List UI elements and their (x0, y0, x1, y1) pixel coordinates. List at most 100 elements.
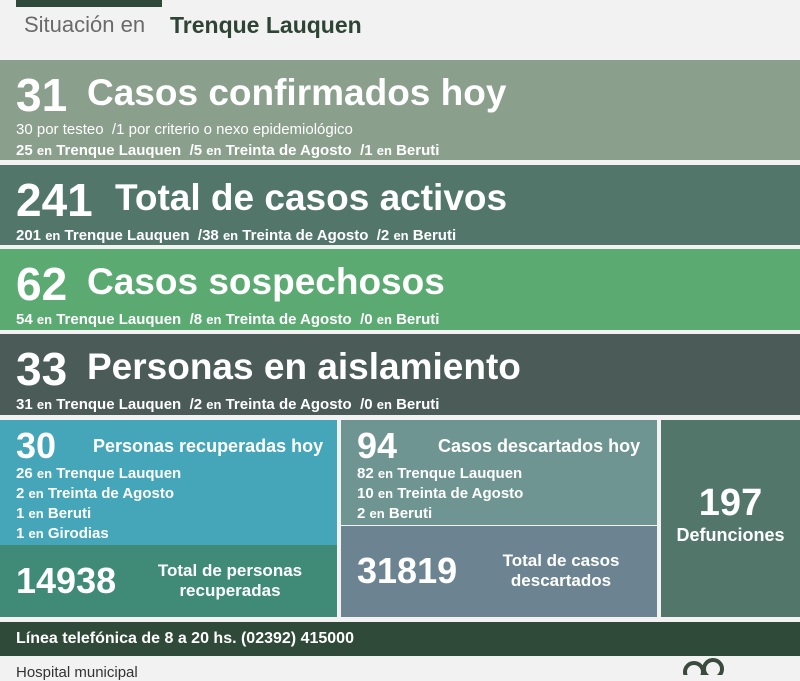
suspected-number: 62 (16, 258, 68, 310)
recovered-item: 2 en Treinta de Agosto (16, 486, 174, 501)
confirmed-criteria-label: por criterio o nexo epidemiológico (128, 121, 353, 138)
place-count: 2 (16, 485, 25, 502)
place-count: 10 (357, 485, 374, 502)
place-count: /0 (360, 311, 373, 328)
recovered-number: 30 (16, 425, 57, 466)
en-word: en (36, 312, 53, 327)
recovered-item: 26 en Trenque Lauquen (16, 466, 181, 481)
place-name: Treinta de Agosto (225, 142, 352, 159)
place-name: Trenque Lauquen (56, 311, 182, 328)
place-count: /1 (360, 142, 373, 159)
en-word: en (45, 228, 61, 243)
en-word: en (222, 228, 239, 243)
discarded-box: 94 Casos descartados hoy 82 en Trenque L… (341, 420, 657, 525)
place-name: Beruti (396, 396, 440, 413)
en-word: en (36, 466, 53, 481)
top-accent-bar (16, 0, 162, 7)
recovered-item: 1 en Girodias (16, 526, 109, 541)
place-count: 1 (16, 525, 25, 542)
en-word: en (28, 506, 44, 521)
deaths-box: 197 Defunciones (661, 420, 800, 617)
en-word: en (393, 228, 409, 243)
en-word: en (206, 397, 222, 412)
recovered-total-box: 14938 Total de personas recuperadas (0, 545, 337, 617)
place-name: Trenque Lauquen (56, 142, 182, 159)
place-name: Treinta de Agosto (242, 227, 369, 244)
en-word: en (206, 312, 222, 327)
recovered-total-number: 14938 (16, 560, 117, 601)
place-name: Beruti (412, 227, 457, 244)
active-title: Total de casos activos (115, 177, 508, 218)
phone-footer: Línea telefónica de 8 a 20 hs. (02392) 4… (0, 622, 800, 656)
active-breakdown: 201 en Trenque Lauquen /38 en Treinta de… (16, 228, 456, 243)
place-count: /2 (376, 227, 390, 244)
place-count: 26 (16, 465, 33, 482)
hospital-label: Hospital municipal (16, 664, 138, 681)
place-name: Girodias (47, 525, 109, 542)
confirmed-number: 31 (16, 69, 68, 121)
discarded-item: 10 en Treinta de Agosto (357, 486, 523, 501)
recovered-total-label: Total de personas recuperadas (140, 561, 320, 601)
active-band: 241 Total de casos activos 201 en Trenqu… (0, 165, 800, 245)
en-word: en (36, 143, 53, 158)
confirmed-title: Casos confirmados hoy (87, 72, 507, 113)
en-word: en (206, 143, 222, 158)
place-count: 1 (16, 505, 25, 522)
en-word: en (376, 312, 392, 327)
header-prefix: Situación en (24, 12, 146, 37)
en-word: en (376, 397, 392, 412)
discarded-item: 2 en Beruti (357, 506, 432, 521)
place-name: Treinta de Agosto (47, 485, 174, 502)
place-count: /0 (360, 396, 373, 413)
recovered-box: 30 Personas recuperadas hoy 26 en Trenqu… (0, 420, 337, 545)
place-count: /38 (197, 227, 219, 244)
place-name: Trenque Lauquen (56, 465, 182, 482)
place-count: 201 (16, 227, 42, 244)
isolation-breakdown: 31 en Trenque Lauquen /2 en Treinta de A… (16, 397, 439, 412)
place-count: 82 (357, 465, 374, 482)
place-count: 31 (16, 396, 33, 413)
confirmed-criteria-count: /1 (111, 121, 125, 138)
place-name: Beruti (396, 142, 440, 159)
discarded-item: 82 en Trenque Lauquen (357, 466, 522, 481)
suspected-title: Casos sospechosos (87, 261, 445, 302)
discarded-total-label-line2: descartados (510, 571, 612, 590)
place-count: /8 (189, 311, 203, 328)
discarded-number: 94 (357, 425, 398, 466)
en-word: en (36, 397, 53, 412)
discarded-total-number: 31819 (357, 550, 458, 591)
place-name: Trenque Lauquen (56, 396, 182, 413)
discarded-total-box: 31819 Total de casos descartados (341, 526, 657, 617)
confirmed-test-count: 30 (16, 121, 33, 138)
en-word: en (377, 486, 394, 501)
place-name: Trenque Lauquen (64, 227, 190, 244)
recovered-item: 1 en Beruti (16, 506, 91, 521)
discarded-title: Casos descartados hoy (438, 436, 641, 456)
confirmed-band: 31 Casos confirmados hoy 30 por testeo /… (0, 60, 800, 160)
en-word: en (369, 506, 385, 521)
isolation-band: 33 Personas en aislamiento 31 en Trenque… (0, 334, 800, 415)
place-name: Treinta de Agosto (225, 311, 352, 328)
recovered-total-label-line1: Total de personas (157, 561, 303, 580)
discarded-total-label-line1: Total de casos (502, 551, 620, 570)
place-count: 54 (16, 311, 33, 328)
place-count: 25 (16, 142, 33, 159)
place-count: /2 (189, 396, 203, 413)
place-name: Beruti (396, 311, 440, 328)
logo-icon (683, 658, 724, 675)
en-word: en (28, 526, 44, 541)
isolation-title: Personas en aislamiento (87, 346, 521, 387)
place-name: Beruti (47, 505, 92, 522)
isolation-number: 33 (16, 343, 68, 395)
confirmed-test-label: por testeo (36, 121, 104, 138)
deaths-label: Defunciones (676, 525, 785, 545)
discarded-total-label: Total de casos descartados (481, 551, 641, 591)
recovered-title: Personas recuperadas hoy (93, 436, 324, 456)
place-name: Beruti (388, 505, 433, 522)
recovered-total-label-line2: recuperadas (179, 581, 281, 600)
suspected-breakdown: 54 en Trenque Lauquen /8 en Treinta de A… (16, 312, 439, 327)
confirmed-breakdown-type: 30 por testeo /1 por criterio o nexo epi… (16, 122, 353, 137)
en-word: en (28, 486, 44, 501)
active-number: 241 (16, 174, 93, 226)
place-name: Treinta de Agosto (225, 396, 352, 413)
